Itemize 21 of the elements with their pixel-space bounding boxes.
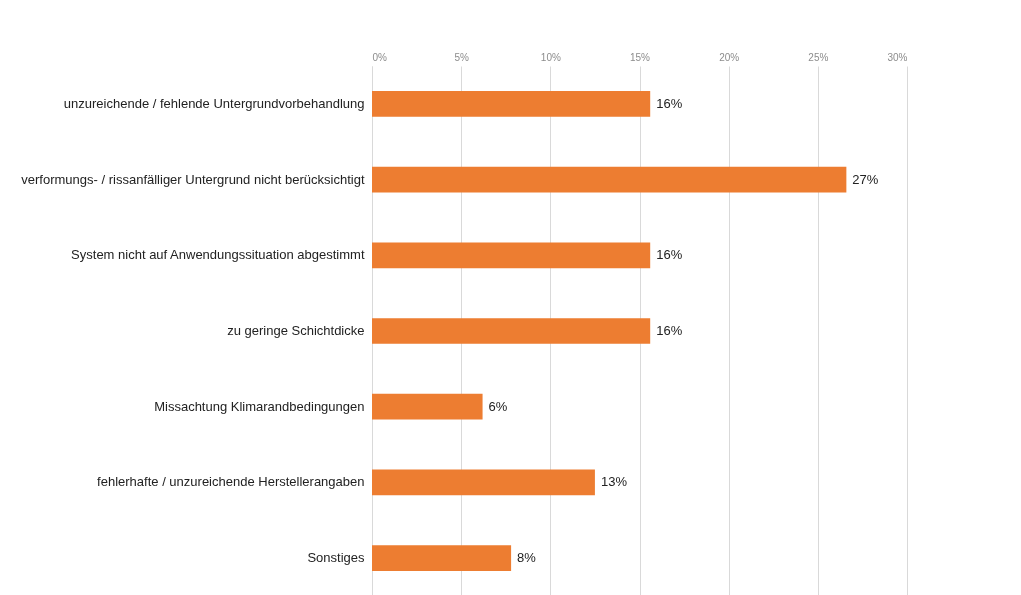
y-tick-label: Sonstiges [307,550,365,566]
x-tick-label: 5% [454,51,469,63]
x-tick-label: 30% [887,51,908,63]
y-tick-label: zu geringe Schichtdicke [227,323,365,338]
data-label: 13% [600,474,628,490]
data-label: 8% [517,550,537,566]
x-tick-label: 15% [629,51,651,63]
x-tick-label: 0% [372,51,388,63]
data-label: 6% [488,398,508,414]
y-tick-label: Missachtung Klimarandbedingungen [154,398,365,414]
data-label: 16% [656,323,683,338]
y-tick-label: verformungs- / rissanfälliger Untergrund nicht berücksichtigt [21,171,365,187]
data-label: 16% [656,247,683,263]
x-tick-label: 10% [540,51,561,63]
x-tick-label: 20% [719,51,740,63]
y-tick-label: unzureichende / fehlende Untergrundvorbehandlung [63,95,365,111]
x-tick-label: 25% [808,51,829,63]
data-label: 27% [852,171,879,187]
y-tick-label: System nicht auf Anwendungssituation abgestimmt [71,247,365,263]
y-tick-label: fehlerhafte / unzureichende Herstellerangaben [97,474,365,490]
data-label: 16% [656,95,683,111]
